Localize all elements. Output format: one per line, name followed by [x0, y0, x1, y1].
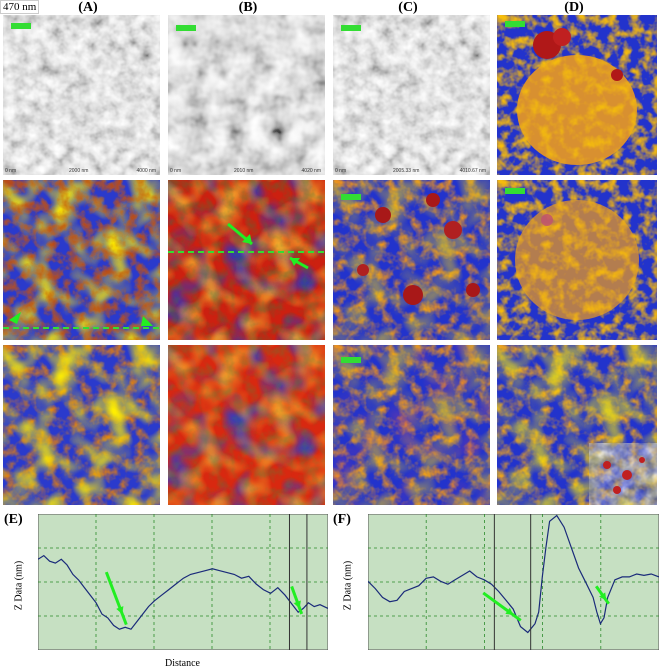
- profile-e-xlabel: Distance: [165, 658, 200, 669]
- afm-image-a3: [3, 345, 160, 505]
- profile-label-f: (F): [333, 512, 351, 527]
- scale-label-start: 0 nm: [5, 168, 17, 174]
- scale-label-start: 0 nm: [335, 168, 347, 174]
- scale-label-mid: 2005.33 nm: [393, 168, 420, 174]
- scale-bar: [505, 21, 525, 27]
- measurement-label: 470 nm: [0, 0, 40, 14]
- scale-bar: [505, 188, 525, 194]
- afm-image-b3: [168, 345, 325, 505]
- column-label-d: (D): [564, 0, 584, 15]
- scale-label-start: 0 nm: [170, 168, 182, 174]
- scale-bar: [11, 23, 31, 29]
- profile-line: [38, 554, 328, 630]
- afm-image-a2: [3, 180, 160, 340]
- scale-label-end: 4000 nm: [136, 168, 156, 174]
- afm-image-c2: [333, 180, 490, 340]
- profile-e-ylabel: Z Data (nm): [13, 560, 25, 611]
- scale-label-mid: 2010 nm: [234, 168, 254, 174]
- afm-image-b2: [168, 180, 325, 340]
- column-label-b: (B): [238, 0, 258, 15]
- scale-label-mid: 2000 nm: [69, 168, 89, 174]
- scale-bar: [341, 357, 361, 363]
- profile-chart-e: [38, 514, 328, 650]
- afm-image-d1: [497, 15, 657, 175]
- profile-chart-f: [368, 514, 659, 650]
- scale-label-end: 4010.67 nm: [459, 168, 486, 174]
- scale-bar: [341, 194, 361, 200]
- scale-bar: [341, 25, 361, 31]
- arrow-icon: [482, 591, 522, 622]
- arrow-icon: [104, 571, 128, 626]
- profile-line: [368, 514, 659, 634]
- column-label-a: (A): [78, 0, 98, 15]
- afm-image-d2: [497, 180, 657, 340]
- profile-label-e: (E): [4, 512, 23, 527]
- afm-image-d3: [497, 345, 657, 505]
- arrow-icon: [290, 585, 304, 615]
- column-label-c: (C): [398, 0, 418, 15]
- afm-image-a1: 0 nm 2000 nm 4000 nm: [3, 15, 160, 175]
- afm-image-c3: [333, 345, 490, 505]
- scale-bar: [176, 25, 196, 31]
- profile-f-ylabel: Z Data (nm): [342, 560, 354, 611]
- arrow-icon: [594, 585, 610, 605]
- scale-label-end: 4020 nm: [301, 168, 321, 174]
- afm-image-c1: 0 nm 2005.33 nm 4010.67 nm: [333, 15, 490, 175]
- afm-image-b1: 0 nm 2010 nm 4020 nm: [168, 15, 325, 175]
